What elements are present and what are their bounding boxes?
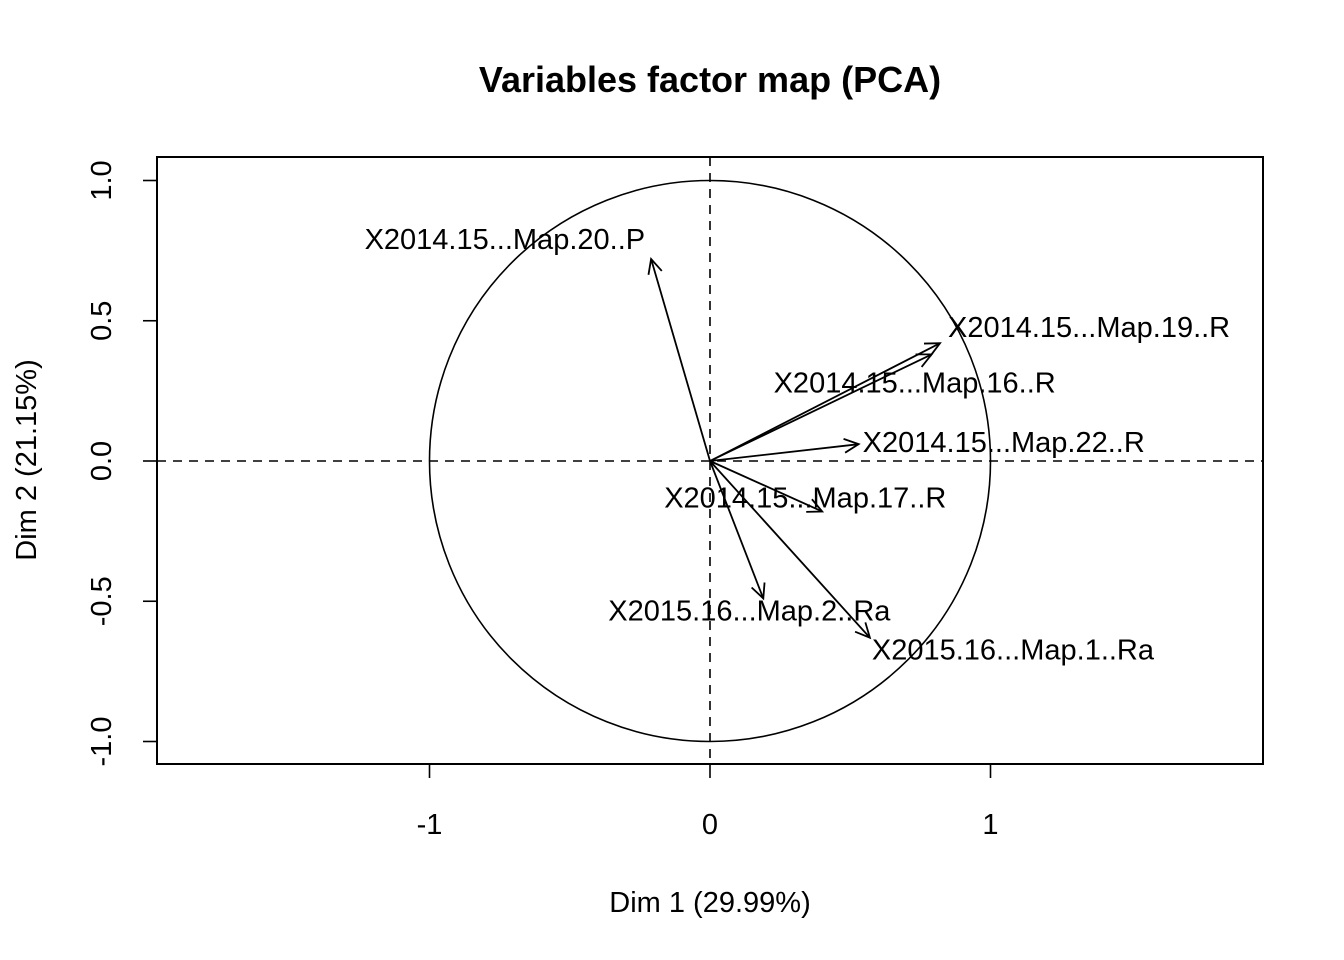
plot-area: X2014.15...Map.20..P X2014.15...Map.19..R… <box>157 157 1263 764</box>
axes: -1 0 1 -1.0 -0.5 0.0 0.5 1.0 <box>86 160 999 841</box>
x-tick-label: 1 <box>982 809 998 841</box>
x-tick-label: -1 <box>417 809 443 841</box>
variable-arrow <box>650 258 711 462</box>
y-tick-label: 0.5 <box>86 301 118 341</box>
arrow-head <box>750 582 766 601</box>
arrow-head <box>647 257 663 275</box>
arrow-head <box>915 353 934 368</box>
variable-arrow <box>709 443 859 462</box>
variable-arrow <box>709 460 871 639</box>
variable-label: X2014.15...Map.19..R <box>948 312 1230 344</box>
variable-arrow <box>709 353 932 462</box>
x-tick-label: 0 <box>702 809 718 841</box>
chart-title: Variables factor map (PCA) <box>479 59 941 100</box>
y-tick-label: 1.0 <box>86 160 118 200</box>
arrow-head <box>843 438 861 454</box>
x-axis-label: Dim 1 (29.99%) <box>609 887 810 919</box>
variable-label: X2015.16...Map.1..Ra <box>872 635 1155 667</box>
variable-label: X2014.15...Map.22..R <box>863 427 1145 459</box>
arrow-head <box>854 622 872 640</box>
y-tick-label: 0.0 <box>86 441 118 481</box>
variable-label: X2014.15...Map.20..P <box>365 224 646 256</box>
y-axis-label: Dim 2 (21.15%) <box>11 359 43 560</box>
variable-label: X2015.16...Map.2..Ra <box>608 595 891 627</box>
variable-label: X2014.15...Map.16..R <box>774 367 1056 399</box>
arrow-head <box>923 342 942 357</box>
variable-label: X2014.15...Map.17..R <box>664 482 946 514</box>
y-tick-label: -0.5 <box>86 576 118 626</box>
variable-arrow <box>709 460 823 513</box>
arrow-head <box>806 498 825 513</box>
y-tick-label: -1.0 <box>86 717 118 767</box>
variable-arrow <box>709 460 765 599</box>
variable-arrow <box>709 342 941 462</box>
